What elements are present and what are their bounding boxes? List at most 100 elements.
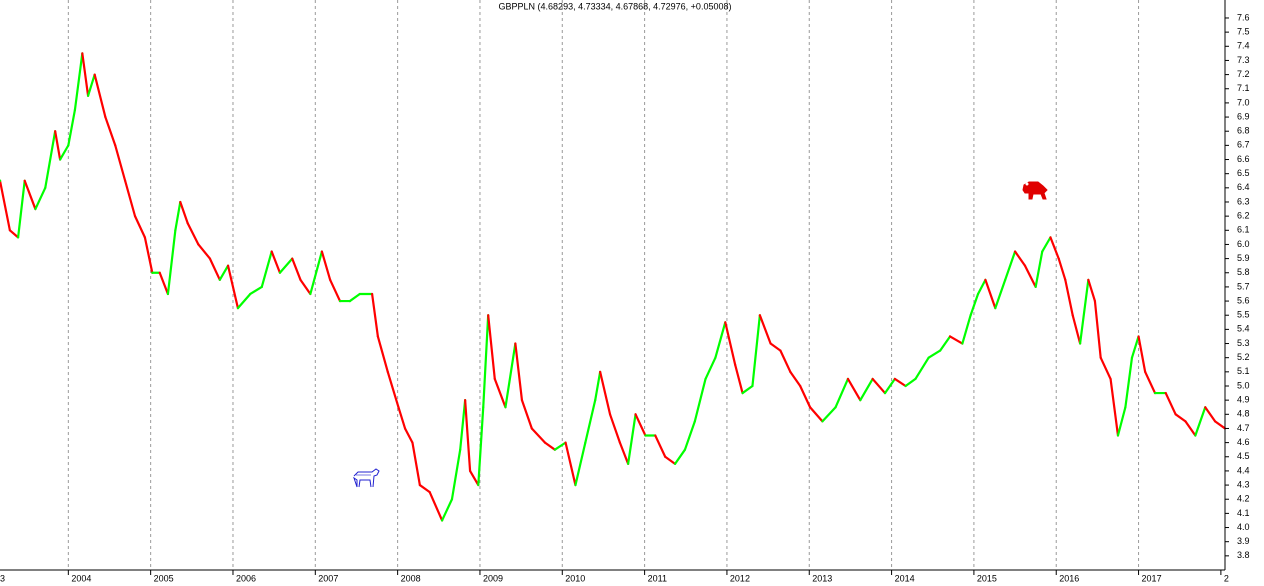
price-segment: [133, 215, 146, 239]
price-segment: [799, 384, 812, 409]
x-tick-label: 3: [0, 573, 5, 583]
price-segment: [834, 377, 850, 409]
x-tick-label: 2005: [154, 573, 174, 583]
price-segment: [634, 413, 647, 437]
price-segment: [1087, 278, 1097, 303]
price-segment: [1034, 250, 1044, 289]
price-segment: [158, 271, 170, 296]
price-segment: [1174, 413, 1187, 423]
price-segment: [514, 342, 524, 402]
price-segment: [927, 349, 942, 359]
price-segment: [493, 377, 507, 409]
y-tick-label: 6.7: [1237, 140, 1250, 150]
price-segment: [34, 186, 47, 211]
y-tick-label: 6.5: [1237, 168, 1250, 178]
price-segment: [218, 264, 230, 281]
price-segment: [769, 342, 782, 352]
price-segment: [543, 441, 556, 451]
price-segment: [1064, 278, 1074, 317]
y-tick-label: 4.5: [1237, 451, 1250, 461]
price-segment: [779, 349, 792, 373]
price-segment: [969, 292, 980, 317]
x-tick-label: 2010: [565, 573, 585, 583]
price-segment: [1184, 420, 1197, 437]
grid-layer: [67, 0, 1140, 570]
y-tick-label: 6.1: [1237, 225, 1250, 235]
price-segment: [627, 413, 637, 465]
bear-icon: [1022, 181, 1048, 200]
price-segment: [54, 130, 62, 161]
y-tick-label: 5.8: [1237, 267, 1250, 277]
x-tick-label: 2015: [977, 573, 997, 583]
y-tick-label: 6.2: [1237, 211, 1250, 221]
price-segment: [1194, 406, 1207, 437]
price-segment: [440, 498, 454, 522]
price-segment: [1109, 377, 1120, 437]
price-segment: [450, 448, 462, 501]
price-segment: [418, 483, 431, 494]
price-segment: [376, 335, 389, 373]
price-segment: [174, 200, 182, 232]
x-tick-label: 2016: [1059, 573, 1079, 583]
y-tick-label: 5.9: [1237, 253, 1250, 263]
price-segment: [260, 250, 273, 289]
x-tick-label: 2013: [812, 573, 832, 583]
x-tick-label: 2014: [895, 573, 915, 583]
y-tick-label: 3.8: [1237, 550, 1250, 560]
chart-title: GBPPLN (4.68293, 4.73334, 4.67868, 4.729…: [499, 1, 732, 11]
y-tick-label: 5.6: [1237, 295, 1250, 305]
price-segment: [618, 441, 630, 465]
price-segment: [789, 370, 802, 388]
price-segment: [751, 314, 761, 388]
price-segment: [143, 236, 154, 274]
price-segment: [291, 257, 302, 281]
price-segment: [948, 335, 964, 345]
y-tick-label: 6.8: [1237, 126, 1250, 136]
price-segment: [914, 356, 930, 381]
price-segment: [348, 292, 361, 303]
y-tick-label: 5.7: [1237, 281, 1250, 291]
price-segment: [1093, 299, 1102, 359]
price-segment: [1124, 356, 1134, 409]
price-segment: [270, 250, 282, 274]
price-segment: [1023, 264, 1037, 289]
price-segment: [714, 321, 727, 359]
price-segment: [808, 406, 824, 423]
price-segment: [1137, 335, 1147, 373]
y-tick-label: 4.6: [1237, 437, 1250, 447]
x-tick-label: 2011: [648, 573, 667, 583]
price-segment: [673, 448, 687, 465]
price-segment: [553, 441, 567, 451]
bull-icon: [353, 468, 380, 488]
price-segment: [859, 377, 874, 402]
data-layer: [0, 52, 1227, 522]
price-segment: [468, 469, 480, 487]
price-segment: [994, 278, 1007, 310]
price-segment: [320, 250, 332, 281]
price-segment: [1144, 370, 1157, 395]
price-segment: [403, 427, 414, 444]
price-segment: [397, 406, 407, 430]
price-segment: [724, 321, 737, 366]
price-segment: [166, 229, 177, 296]
price-segment: [93, 73, 107, 119]
price-segment: [73, 52, 84, 112]
x-tick-label: 2: [1224, 573, 1229, 583]
price-segment: [17, 179, 26, 239]
price-point: [0, 179, 2, 182]
price-segment: [236, 292, 252, 310]
y-tick-label: 6.9: [1237, 111, 1250, 121]
price-segment: [58, 144, 70, 161]
price-segment: [664, 455, 677, 465]
price-segment: [482, 314, 490, 409]
price-segment: [1214, 420, 1227, 430]
price-segment: [758, 314, 772, 345]
y-tick-label: 7.0: [1237, 97, 1250, 107]
x-tick-label: 2007: [318, 573, 338, 583]
x-tick-label: 2017: [1142, 573, 1162, 583]
price-segment: [1116, 406, 1127, 437]
price-segment: [459, 399, 467, 451]
price-segment: [428, 491, 444, 522]
price-segment: [608, 413, 622, 444]
